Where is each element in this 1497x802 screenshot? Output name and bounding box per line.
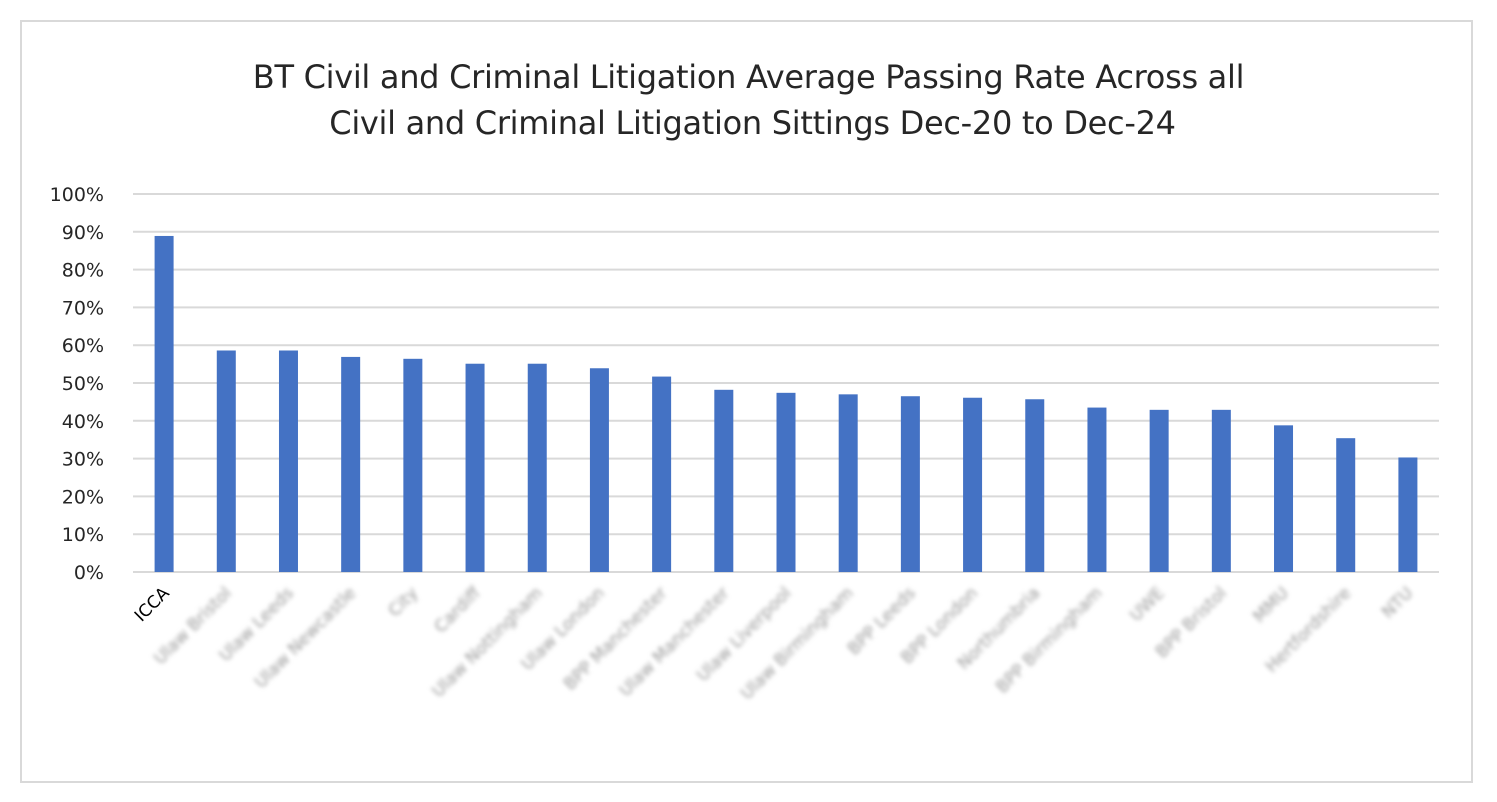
bars: ICCA: 88.9% Ulaw Bristol: 58.6% Ulaw Leeds…: [154, 235, 1418, 572]
y-axis-tick-labels: 0% 10% 20% 30% 40% 50% 60% 70% 80% 90% 100%: [50, 184, 104, 584]
y-tick-label: 60%: [62, 335, 104, 357]
bar: BPP London: 46.1%: [963, 397, 983, 572]
bar: Cardiff: 55.1%: [465, 363, 485, 572]
x-category-label: Ulaw Manchester: [616, 583, 734, 701]
bar: Northumbria: 45.7%: [1025, 399, 1045, 572]
chart-title-line-2: Civil and Criminal Litigation Sittings D…: [329, 104, 1176, 142]
bar: Ulaw Bristol: 58.6%: [216, 350, 236, 572]
y-tick-label: 100%: [50, 184, 104, 206]
bar: Ulaw Liverpool: 47.4%: [776, 392, 796, 572]
bar: BPP Manchester: 51.7%: [652, 376, 672, 572]
y-tick-label: 0%: [74, 562, 104, 584]
x-category-label: ICCA: [131, 583, 174, 626]
y-tick-label: 30%: [62, 449, 104, 471]
bar: City: 56.4%: [403, 358, 423, 572]
bar: Ulaw Leeds: 58.6%: [278, 350, 298, 572]
x-category-label: City: [385, 583, 423, 621]
x-category-label: MMU: [1249, 583, 1293, 627]
bar: UWE: 42.9%: [1149, 409, 1169, 572]
chart-frame: [20, 20, 1473, 783]
bar: ICCA: 88.9%: [154, 235, 174, 572]
x-category-label: UWE: [1126, 583, 1168, 625]
y-tick-label: 80%: [62, 260, 104, 282]
bar: BPP Leeds: 46.5%: [900, 396, 920, 572]
y-tick-label: 20%: [62, 486, 104, 508]
chart-title-line-1: BT Civil and Criminal Litigation Average…: [252, 58, 1245, 96]
bar: Hertfordshire: 35.4%: [1336, 438, 1356, 572]
bar: MMU: 38.8%: [1274, 425, 1294, 572]
y-tick-label: 10%: [62, 524, 104, 546]
y-tick-label: 70%: [62, 297, 104, 319]
bar: Ulaw London: 53.9%: [589, 368, 609, 572]
x-category-label: NTU: [1378, 583, 1417, 622]
x-category-label: Ulaw Birmingham: [737, 583, 858, 704]
bar: NTU: 30.3%: [1398, 457, 1418, 572]
chart-title: BT Civil and Criminal Litigation Average…: [0, 54, 1497, 146]
x-category-label: Cardiff: [431, 582, 486, 637]
x-category-label: Ulaw Nottingham: [428, 583, 546, 701]
bar: BPP Birmingham: 43.5%: [1087, 407, 1107, 572]
bar: Ulaw Nottingham: 55.1%: [527, 363, 547, 572]
y-tick-label: 50%: [62, 373, 104, 395]
bar: Ulaw Manchester: 48.2%: [714, 389, 734, 572]
y-tick-label: 90%: [62, 222, 104, 244]
x-category-label: BPP Birmingham: [992, 583, 1106, 697]
y-tick-label: 40%: [62, 411, 104, 433]
bar: Ulaw Newcastle: 56.9%: [341, 356, 361, 572]
bar: BPP Bristol: 42.9%: [1211, 409, 1231, 572]
bar: Ulaw Birmingham: 47%: [838, 394, 858, 572]
